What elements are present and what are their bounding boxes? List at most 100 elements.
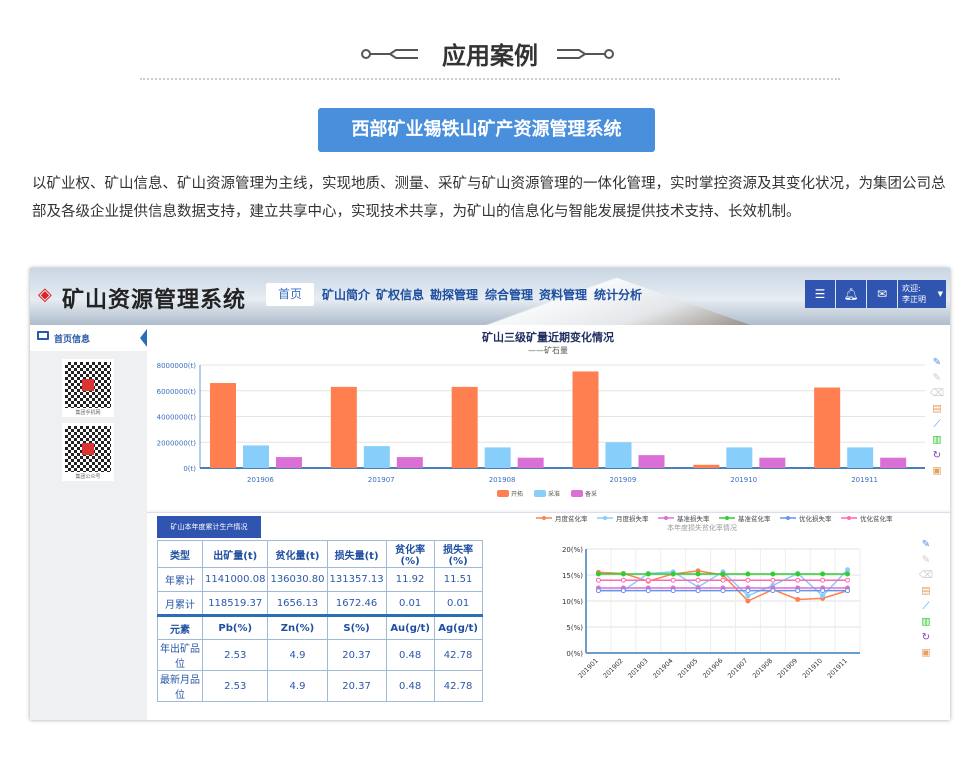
qr-caption: 集团公众号: [75, 474, 101, 480]
y-tick-label: 8000000(t): [157, 362, 197, 370]
x-tick-label: 201910: [730, 476, 757, 484]
table-cell: 类型: [157, 540, 203, 568]
y-tick-label: 20(%): [562, 546, 583, 554]
data-point: [795, 596, 801, 602]
legend-swatch: [571, 490, 583, 497]
data-point: [595, 577, 601, 583]
legend-label: 优化贫化率: [860, 514, 893, 523]
refresh-icon: ↻: [922, 632, 930, 643]
refresh-icon: ↻: [933, 450, 941, 461]
table-cell: 4.9: [267, 639, 328, 671]
y-tick-label: 5(%): [566, 624, 583, 632]
x-tick-label: 201908: [489, 476, 516, 484]
monitor-icon: [37, 331, 49, 340]
app-title: 矿山资源管理系统: [62, 288, 247, 313]
x-tick-label: 201903: [626, 657, 649, 680]
user-greeting: 欢迎:: [902, 284, 921, 293]
save-icon: ▣: [932, 466, 941, 477]
table-cell: 1656.13: [267, 591, 328, 616]
edit-icon: ✎: [922, 539, 930, 550]
table-cell: 11.92: [385, 567, 435, 592]
legend-label: 备采: [585, 490, 597, 498]
bar-开拓: [451, 386, 478, 468]
legend-marker: [603, 516, 607, 520]
x-tick-label: 201902: [602, 657, 625, 680]
table-cell: 20.37: [326, 639, 387, 671]
table-cell: S(%): [326, 614, 387, 640]
data-point: [670, 588, 676, 594]
bar-采准: [363, 446, 390, 468]
data-point: [770, 577, 776, 583]
data-view-icon: ▤: [921, 586, 930, 597]
table-cell: 年出矿品位: [157, 639, 203, 671]
system-name-button[interactable]: 西部矿业锡铁山矿产资源管理系统: [318, 108, 655, 152]
bar-备采: [638, 455, 665, 468]
table-cell: Zn(%): [267, 614, 328, 640]
data-point: [645, 588, 651, 594]
bar-chart-icon: ▥: [921, 617, 930, 628]
nav-exploration[interactable]: 勘探管理: [430, 288, 479, 302]
bar-备采: [517, 457, 544, 468]
qr-caption: 集团手机网: [75, 410, 101, 416]
x-tick-label: 201907: [368, 476, 395, 484]
legend-label: 优化损失率: [799, 514, 832, 523]
legend-label: 采准: [548, 490, 560, 498]
table-row: 年累计 1141000.08 136030.80 131357.13 11.92 11.5…: [157, 567, 483, 592]
data-point: [820, 593, 826, 599]
x-tick-label: 201901: [577, 657, 600, 680]
data-point: [670, 571, 676, 577]
table-cell: Ag(g/t): [433, 614, 483, 640]
nav-mine-intro[interactable]: 矿山简介: [322, 288, 371, 302]
user-menu[interactable]: 欢迎: 李正明 ▼: [898, 280, 946, 308]
legend-label: 开拓: [511, 490, 523, 498]
table-cell: 贫化量(t): [267, 540, 328, 568]
data-point: [820, 571, 826, 577]
x-tick-label: 201911: [851, 476, 878, 484]
data-point: [745, 598, 751, 604]
data-point: [820, 588, 826, 594]
circuit-decoration-right: [557, 49, 614, 59]
legend-marker: [542, 516, 546, 520]
nav-home[interactable]: 首页: [266, 283, 314, 306]
menu-icon[interactable]: ☰: [805, 280, 835, 308]
sidebar-item-home-info[interactable]: 首页信息: [30, 325, 147, 351]
legend-label: 月度损失率: [616, 514, 649, 523]
tab-annual-production[interactable]: 矿山本年度累计生产情况: [157, 516, 261, 538]
nav-documents[interactable]: 资料管理: [539, 288, 588, 302]
table-cell: Pb(%): [201, 614, 269, 640]
nav-statistics[interactable]: 统计分析: [594, 288, 643, 302]
production-panel: 矿山本年度累计生产情况 类型 出矿量(t) 贫化量(t) 损失量(t) 贫化率(%) 损失…: [147, 512, 950, 720]
edit-icon: ✎: [933, 357, 941, 368]
legend-swatch: [534, 490, 546, 497]
table-cell: 2.53: [201, 670, 269, 702]
bar-chart-icon: ▥: [932, 435, 941, 446]
table-cell: 42.78: [433, 670, 483, 702]
circuit-decoration-left: [361, 49, 418, 59]
trash-icon: ⌫: [919, 570, 933, 581]
line-chart-icon: ⟋: [934, 419, 941, 430]
mail-icon[interactable]: ✉: [867, 280, 897, 308]
bar-采准: [605, 442, 632, 468]
bell-icon[interactable]: 🔔︎: [836, 280, 866, 308]
table-cell: 出矿量(t): [201, 540, 269, 568]
y-tick-label: 0(%): [566, 650, 583, 658]
data-point: [745, 571, 751, 577]
loss-dilution-line-chart: 月度贫化率 月度损失率 基准损失率 基准贫化率 优化损失率 优化贫化率本年度损失贫化率情况…: [536, 514, 933, 680]
sidebar-item-label: 首页信息: [54, 335, 91, 345]
legend-label: 基准贫化率: [738, 514, 771, 523]
nav-integrated[interactable]: 综合管理: [485, 288, 534, 302]
data-point: [795, 577, 801, 583]
ore-volume-chart-panel: 矿山三级矿量近期变化情况 ——矿石量 0(t) 2000000(t) 4000000(t…: [147, 325, 950, 510]
table-cell: Au(g/t): [385, 614, 435, 640]
y-tick-label: 4000000(t): [157, 414, 197, 422]
company-logo-icon: ◈: [38, 284, 52, 305]
nav-mining-rights[interactable]: 矿权信息: [376, 288, 425, 302]
x-tick-label: 201909: [776, 657, 799, 680]
section-title: 应用案例: [442, 42, 538, 70]
table-cell: 42.78: [433, 639, 483, 671]
legend-marker: [725, 516, 729, 520]
divider: [140, 78, 840, 80]
x-tick-label: 201907: [726, 657, 749, 680]
data-point: [595, 588, 601, 594]
production-table: 类型 出矿量(t) 贫化量(t) 损失量(t) 贫化率(%) 损失率(%) 年累计 11410…: [157, 540, 483, 702]
